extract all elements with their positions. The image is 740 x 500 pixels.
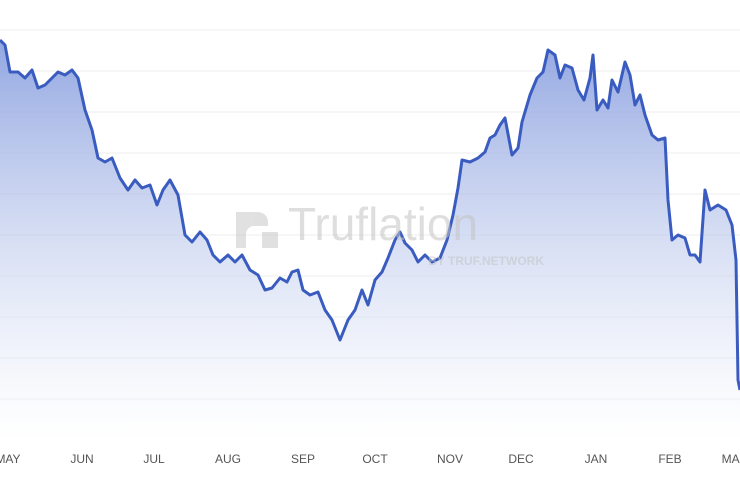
plot xyxy=(0,38,740,440)
x-tick-label: NOV xyxy=(437,452,463,466)
line xyxy=(0,38,740,391)
x-tick-label: FEB xyxy=(658,452,681,466)
x-tick-label: DEC xyxy=(508,452,534,466)
watermark: Truflation BY TRUF.NETWORK xyxy=(236,198,544,268)
x-tick-label: JUN xyxy=(70,452,93,466)
x-tick-label: MAR xyxy=(722,452,740,466)
x-tick-label: AUG xyxy=(215,452,241,466)
x-tick-label: JUL xyxy=(143,452,165,466)
x-tick-label: SEP xyxy=(291,452,315,466)
x-tick-label: JAN xyxy=(585,452,608,466)
watermark-logo xyxy=(236,212,278,248)
x-tick-label: MAY xyxy=(0,452,21,466)
x-axis: MAY JUN JUL AUG SEP OCT NOV DEC JAN FEB MAR xyxy=(0,452,740,466)
x-tick-label: OCT xyxy=(362,452,388,466)
watermark-byline: BY TRUF.NETWORK xyxy=(428,254,544,268)
watermark-brand: Truflation xyxy=(288,198,478,250)
area xyxy=(0,40,740,440)
